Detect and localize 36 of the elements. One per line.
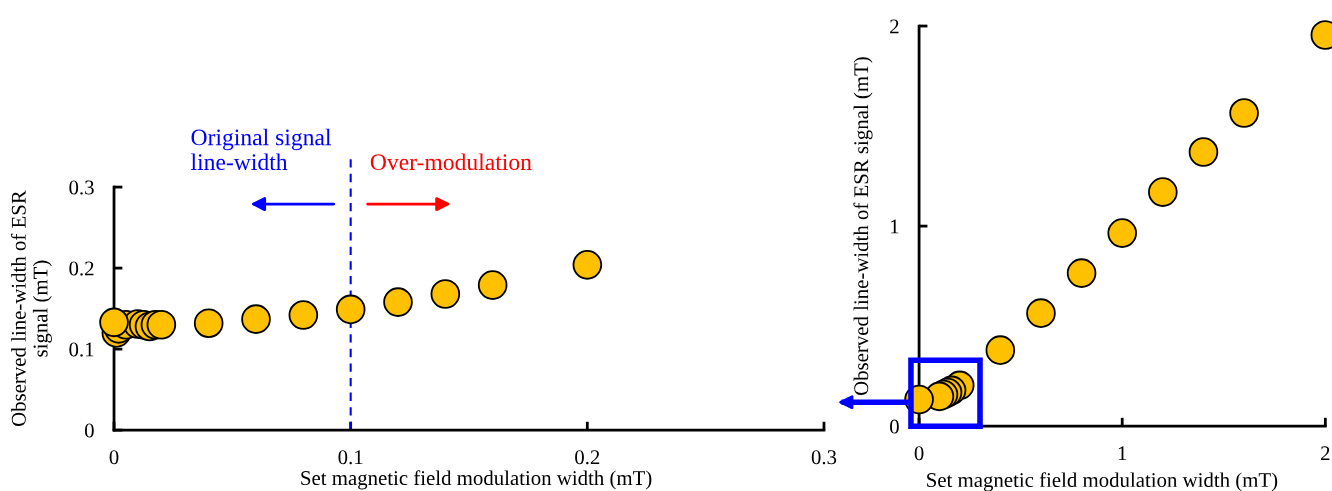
y-tick-label: 0 — [890, 419, 899, 434]
y-tick-label: 0 — [84, 423, 94, 438]
y-tick-label: 0.2 — [69, 261, 94, 276]
text: Original signal line-width — [190, 128, 332, 171]
y-tick-label: 2 — [890, 19, 899, 34]
x-axis-title: Set magnetic field modulation width (mT) — [927, 472, 1278, 491]
x-tick-label: 2 — [1321, 446, 1330, 461]
y-tick-label: 1 — [891, 219, 899, 234]
y-axis-title: Observed line-width of ESR signal (mT) — [853, 57, 873, 396]
x-axis-title: Set magnetic field modulation width (mT) — [301, 470, 652, 490]
point — [572, 250, 603, 280]
x-tick-label: 1 — [1118, 446, 1127, 461]
text: Over-modulation — [370, 153, 532, 171]
point — [430, 279, 461, 309]
y-tick-label: 0.1 — [69, 342, 94, 357]
y-axis-title: Observed line-width of ESR signal (mT) — [10, 190, 52, 427]
point — [1229, 98, 1259, 128]
point — [335, 294, 366, 325]
point — [477, 270, 508, 300]
point — [241, 304, 271, 334]
point — [1066, 258, 1097, 288]
point — [288, 300, 319, 330]
x-tick-label: 0 — [914, 446, 924, 461]
point — [193, 308, 224, 338]
point — [146, 310, 177, 340]
x-tick-label: 0.3 — [811, 450, 837, 465]
x-tick-label: 0.2 — [575, 450, 600, 465]
x-tick-label: 0.1 — [338, 450, 363, 465]
point — [1026, 298, 1056, 328]
point — [985, 335, 1016, 365]
y-tick-label: 0.3 — [69, 180, 94, 195]
point — [1188, 137, 1219, 167]
x-tick-label: 0 — [109, 450, 119, 465]
point — [1148, 177, 1178, 207]
point — [1107, 218, 1138, 248]
point — [383, 287, 413, 317]
